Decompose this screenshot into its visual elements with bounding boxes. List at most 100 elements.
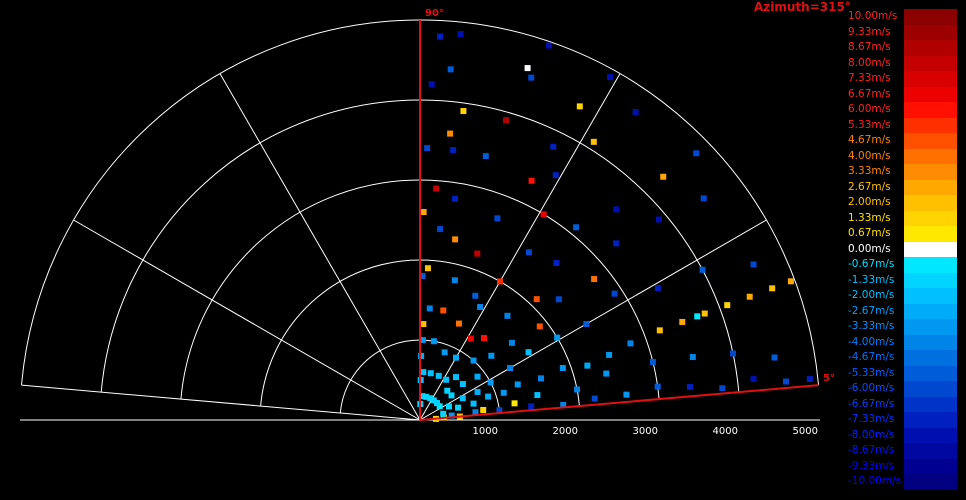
velocity-point xyxy=(444,387,451,394)
velocity-point xyxy=(724,302,731,309)
velocity-point xyxy=(656,216,663,223)
velocity-point xyxy=(660,173,667,180)
velocity-point xyxy=(700,195,707,202)
velocity-point xyxy=(496,407,503,414)
range-tick-label: 2000 xyxy=(553,426,578,437)
velocity-point xyxy=(440,410,447,417)
colorbar-swatch xyxy=(904,334,957,351)
velocity-point xyxy=(423,393,430,400)
velocity-point xyxy=(689,354,696,361)
colorbar-label: -0.67m/s xyxy=(848,258,895,271)
colorbar-label: -5.33m/s xyxy=(848,366,895,379)
colorbar-swatch xyxy=(904,210,957,227)
velocity-point xyxy=(443,376,450,383)
colorbar-label: -10.00m/s xyxy=(848,475,902,488)
velocity-point xyxy=(782,378,789,385)
velocity-point xyxy=(452,374,459,381)
velocity-point xyxy=(477,303,484,310)
range-tick-label: 3000 xyxy=(633,426,658,437)
velocity-point xyxy=(480,406,487,413)
range-tick-label: 1000 xyxy=(473,426,498,437)
velocity-point xyxy=(719,385,726,392)
velocity-point xyxy=(686,383,693,390)
colorbar-label: 7.33m/s xyxy=(848,72,891,85)
velocity-point xyxy=(460,108,467,115)
colorbar-label: 10.00m/s xyxy=(848,10,898,22)
velocity-point xyxy=(525,349,532,356)
velocity-point xyxy=(450,147,457,154)
velocity-point xyxy=(584,362,591,369)
colorbar-swatch xyxy=(904,396,957,413)
velocity-point xyxy=(611,290,618,297)
colorbar-label: 5.33m/s xyxy=(848,118,891,131)
range-ring xyxy=(21,19,819,386)
colorbar-swatch xyxy=(904,102,957,119)
colorbar-swatch xyxy=(904,241,957,258)
chart-title: Azimuth=315° xyxy=(754,0,851,14)
velocity-point xyxy=(455,404,462,411)
azimuth-spoke xyxy=(21,384,421,421)
colorbar-swatch xyxy=(904,226,957,243)
colorbar-label: -6.00m/s xyxy=(848,382,895,395)
colorbar-swatch xyxy=(904,257,957,274)
velocity-point xyxy=(500,389,507,396)
velocity-point xyxy=(474,373,481,380)
velocity-point xyxy=(555,296,562,303)
velocity-point xyxy=(459,395,466,402)
colorbar-label: -7.33m/s xyxy=(848,413,895,426)
velocity-point xyxy=(550,143,557,150)
velocity-point xyxy=(470,357,477,364)
velocity-point xyxy=(437,226,444,233)
velocity-point xyxy=(806,376,813,383)
colorbar-swatch xyxy=(904,117,957,134)
velocity-point xyxy=(508,339,515,346)
colorbar-label: -8.67m/s xyxy=(848,444,895,457)
velocity-point xyxy=(420,321,427,328)
velocity-point xyxy=(447,130,454,137)
colorbar-label: 8.00m/s xyxy=(848,56,891,69)
colorbar-swatch xyxy=(904,458,957,475)
velocity-point xyxy=(440,307,447,314)
velocity-point xyxy=(536,323,543,330)
velocity-point xyxy=(419,337,426,344)
colorbar-swatch xyxy=(904,195,957,212)
velocity-point xyxy=(627,340,634,347)
colorbar-swatch xyxy=(904,303,957,320)
colorbar-label: -4.00m/s xyxy=(848,335,895,348)
velocity-point xyxy=(420,209,427,216)
velocity-point xyxy=(419,393,426,400)
velocity-point xyxy=(494,215,501,222)
velocity-point xyxy=(514,381,521,388)
velocity-point xyxy=(485,393,492,400)
colorbar xyxy=(904,9,957,491)
velocity-point xyxy=(787,278,794,285)
velocity-point xyxy=(632,108,639,115)
velocity-point xyxy=(590,138,597,145)
velocity-point xyxy=(420,369,427,376)
velocity-point xyxy=(437,33,444,40)
velocity-point xyxy=(481,335,488,342)
colorbar-swatch xyxy=(904,179,957,196)
colorbar-label: 2.00m/s xyxy=(848,196,891,209)
velocity-point xyxy=(528,403,535,410)
velocity-point xyxy=(694,313,701,320)
velocity-point xyxy=(448,392,455,399)
velocity-point xyxy=(502,117,509,124)
velocity-point xyxy=(528,177,535,184)
colorbar-swatch xyxy=(904,288,957,305)
velocity-point xyxy=(447,66,454,73)
velocity-point xyxy=(574,386,581,393)
velocity-point xyxy=(552,172,559,179)
colorbar-label: 9.33m/s xyxy=(848,25,891,38)
colorbar-swatch xyxy=(904,71,957,88)
velocity-point xyxy=(533,296,540,303)
velocity-point xyxy=(613,240,620,247)
velocity-point xyxy=(607,74,614,81)
colorbar-swatch xyxy=(904,443,957,460)
velocity-point xyxy=(448,412,455,419)
velocity-point xyxy=(525,249,532,256)
colorbar-swatch xyxy=(904,9,957,26)
colorbar-label: 6.67m/s xyxy=(848,87,891,100)
colorbar-label: -9.33m/s xyxy=(848,459,895,472)
